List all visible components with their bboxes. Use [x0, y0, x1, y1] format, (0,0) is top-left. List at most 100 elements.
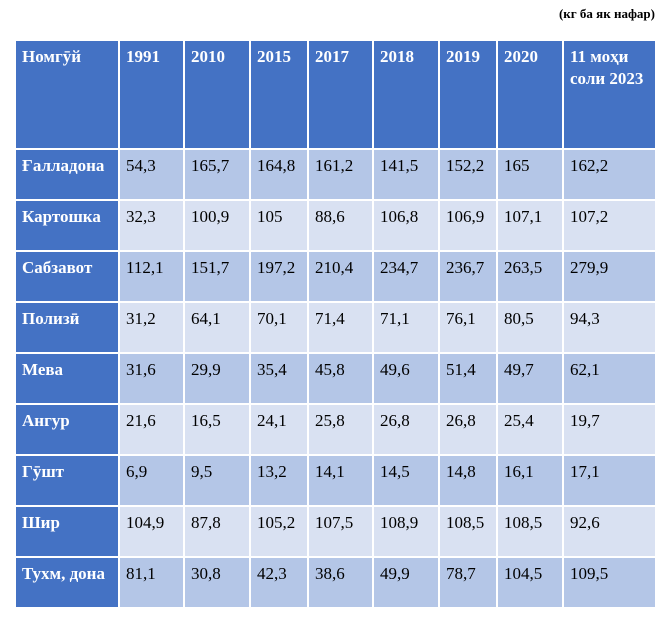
header-cell-2018: 2018 [372, 39, 440, 150]
table-cell: 100,9 [183, 199, 251, 252]
table-cell: 16,1 [496, 454, 564, 507]
table-cell: 104,5 [496, 556, 564, 609]
table-cell: 25,8 [307, 403, 374, 456]
table-cell: 165 [496, 148, 564, 201]
row-label: Ғалладона [14, 148, 120, 201]
table-cell: 25,4 [496, 403, 564, 456]
row-label: Гӯшт [14, 454, 120, 507]
table-cell: 88,6 [307, 199, 374, 252]
table-cell: 109,5 [562, 556, 657, 609]
row-label: Тухм, дона [14, 556, 120, 609]
table-cell: 161,2 [307, 148, 374, 201]
table-cell: 236,7 [438, 250, 498, 303]
table-cell: 162,2 [562, 148, 657, 201]
table-cell: 35,4 [249, 352, 309, 405]
table-cell: 26,8 [372, 403, 440, 456]
table-cell: 165,7 [183, 148, 251, 201]
table-cell: 210,4 [307, 250, 374, 303]
table-cell: 9,5 [183, 454, 251, 507]
table-cell: 54,3 [118, 148, 185, 201]
table-cell: 107,1 [496, 199, 564, 252]
table-row: Тухм, дона 81,1 30,8 42,3 38,6 49,9 78,7 104,5 1… [14, 556, 657, 609]
table-cell: 92,6 [562, 505, 657, 558]
table-cell: 31,2 [118, 301, 185, 354]
table-cell: 107,5 [307, 505, 374, 558]
table-cell: 38,6 [307, 556, 374, 609]
table-cell: 106,8 [372, 199, 440, 252]
table-row: Ангур 21,6 16,5 24,1 25,8 26,8 26,8 25,4 19,7 [14, 403, 657, 456]
unit-note: (кг ба як нафар) [558, 6, 655, 21]
table-cell: 17,1 [562, 454, 657, 507]
table-cell: 21,6 [118, 403, 185, 456]
header-row: Номгӯй 1991 2010 2015 2017 2018 2019 202… [14, 39, 657, 150]
header-cell-1991: 1991 [118, 39, 185, 150]
header-cell-name: Номгӯй [14, 39, 120, 150]
table-cell: 62,1 [562, 352, 657, 405]
row-label: Шир [14, 505, 120, 558]
table-cell: 24,1 [249, 403, 309, 456]
table-cell: 14,5 [372, 454, 440, 507]
header-cell-2019: 2019 [438, 39, 498, 150]
table-cell: 279,9 [562, 250, 657, 303]
table-cell: 141,5 [372, 148, 440, 201]
table-row: Сабзавот 112,1 151,7 197,2 210,4 234,7 236,7 26… [14, 250, 657, 303]
table-cell: 13,2 [249, 454, 309, 507]
table-cell: 70,1 [249, 301, 309, 354]
table-cell: 14,8 [438, 454, 498, 507]
table-cell: 87,8 [183, 505, 251, 558]
table-cell: 112,1 [118, 250, 185, 303]
table-cell: 80,5 [496, 301, 564, 354]
table-cell: 151,7 [183, 250, 251, 303]
table-cell: 29,9 [183, 352, 251, 405]
table-cell: 234,7 [372, 250, 440, 303]
table-cell: 45,8 [307, 352, 374, 405]
table-cell: 107,2 [562, 199, 657, 252]
table-cell: 64,1 [183, 301, 251, 354]
table-cell: 108,5 [496, 505, 564, 558]
table-row: Мева 31,6 29,9 35,4 45,8 49,6 51,4 49,7 62,1 [14, 352, 657, 405]
table-cell: 106,9 [438, 199, 498, 252]
header-cell-2010: 2010 [183, 39, 251, 150]
table-row: Картошка 32,3 100,9 105 88,6 106,8 106,9 107,1 1… [14, 199, 657, 252]
header-cell-2023: 11 моҳи соли 2023 [562, 39, 657, 150]
table-cell: 152,2 [438, 148, 498, 201]
row-label: Сабзавот [14, 250, 120, 303]
table-cell: 49,9 [372, 556, 440, 609]
table-cell: 49,7 [496, 352, 564, 405]
table-cell: 197,2 [249, 250, 309, 303]
table-row: Ғалладона 54,3 165,7 164,8 161,2 141,5 152,2 16… [14, 148, 657, 201]
table-row: Полизӣ 31,2 64,1 70,1 71,4 71,1 76,1 80,5 94,3 [14, 301, 657, 354]
table-cell: 19,7 [562, 403, 657, 456]
consumption-table: Номгӯй 1991 2010 2015 2017 2018 2019 202… [14, 39, 657, 609]
row-label: Полизӣ [14, 301, 120, 354]
table-cell: 71,1 [372, 301, 440, 354]
table-cell: 105,2 [249, 505, 309, 558]
table-cell: 263,5 [496, 250, 564, 303]
table-cell: 14,1 [307, 454, 374, 507]
table-cell: 6,9 [118, 454, 185, 507]
table-cell: 32,3 [118, 199, 185, 252]
table-cell: 105 [249, 199, 309, 252]
table-cell: 104,9 [118, 505, 185, 558]
row-label: Мева [14, 352, 120, 405]
table-cell: 30,8 [183, 556, 251, 609]
table-cell: 42,3 [249, 556, 309, 609]
row-label: Ангур [14, 403, 120, 456]
table-cell: 108,9 [372, 505, 440, 558]
table-cell: 76,1 [438, 301, 498, 354]
table-cell: 71,4 [307, 301, 374, 354]
table-row: Гӯшт 6,9 9,5 13,2 14,1 14,5 14,8 16,1 17,1 [14, 454, 657, 507]
table-cell: 16,5 [183, 403, 251, 456]
table-cell: 81,1 [118, 556, 185, 609]
table-cell: 164,8 [249, 148, 309, 201]
header-cell-2017: 2017 [307, 39, 374, 150]
table-cell: 108,5 [438, 505, 498, 558]
table-cell: 49,6 [372, 352, 440, 405]
header-cell-2020: 2020 [496, 39, 564, 150]
table-cell: 26,8 [438, 403, 498, 456]
header-cell-2015: 2015 [249, 39, 309, 150]
table-cell: 94,3 [562, 301, 657, 354]
table-cell: 78,7 [438, 556, 498, 609]
table-cell: 31,6 [118, 352, 185, 405]
table-row: Шир 104,9 87,8 105,2 107,5 108,9 108,5 108,5 92,… [14, 505, 657, 558]
